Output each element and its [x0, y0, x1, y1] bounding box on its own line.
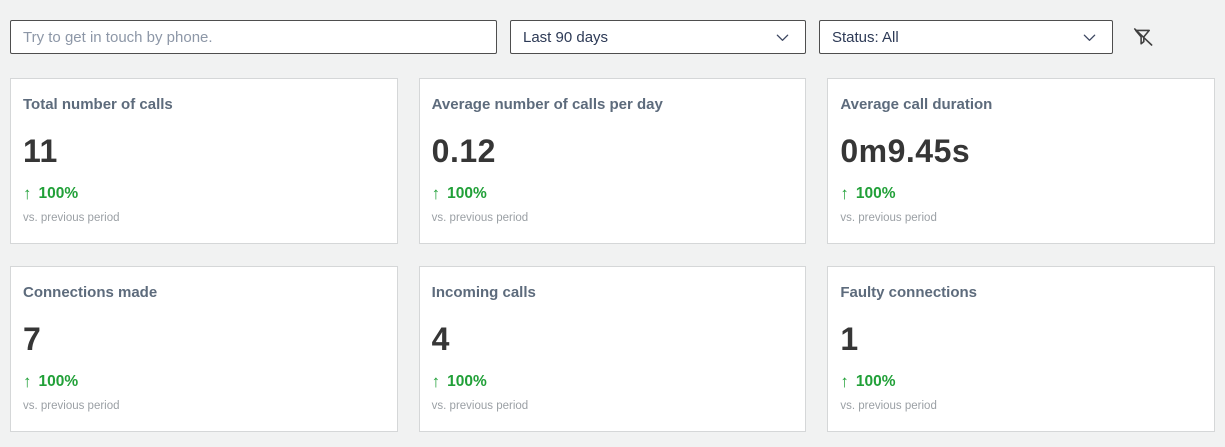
trend-percent: 100% [855, 185, 896, 202]
trend-percent: 100% [447, 373, 487, 390]
stat-card-title: Average call duration [840, 96, 993, 113]
stat-card-trend: ↑ 100% [840, 373, 1194, 391]
stat-card-caption: vs. previous period [840, 212, 937, 224]
stat-card-title: Total number of calls [23, 96, 173, 113]
stat-card-value: 1 [840, 321, 859, 357]
stats-grid: Total number of calls 11 ↑ 100% vs. prev… [0, 54, 1225, 432]
trend-up-arrow-icon: ↑ [23, 184, 32, 203]
stat-card-value: 4 [431, 321, 450, 357]
stat-card-trend: ↑ 100% [432, 185, 786, 203]
stat-card-connections-made: Connections made 7 ↑ 100% vs. previous p… [10, 266, 398, 432]
status-dropdown[interactable]: Status: All [819, 20, 1113, 54]
date-range-value: Last 90 days [523, 28, 609, 46]
search-input[interactable] [10, 20, 497, 54]
status-value: Status: All [832, 28, 899, 46]
stat-card-title: Faulty connections [840, 284, 978, 301]
stat-card-trend: ↑ 100% [23, 185, 377, 203]
stat-card-avg-calls-per-day: Average number of calls per day 0.12 ↑ 1… [418, 78, 807, 244]
trend-up-arrow-icon: ↑ [23, 372, 32, 391]
date-range-dropdown[interactable]: Last 90 days [510, 20, 806, 54]
chevron-down-icon [776, 34, 789, 41]
stat-card-trend: ↑ 100% [840, 185, 1194, 203]
stat-card-value: 7 [23, 321, 42, 357]
filter-bar: Last 90 days Status: All [0, 0, 1225, 54]
stat-card-title: Incoming calls [431, 284, 536, 301]
stat-card-caption: vs. previous period [431, 400, 529, 412]
trend-up-arrow-icon: ↑ [840, 372, 849, 391]
stat-card-incoming-calls: Incoming calls 4 ↑ 100% vs. previous per… [418, 266, 807, 432]
trend-up-arrow-icon: ↑ [840, 184, 849, 203]
stat-card-caption: vs. previous period [23, 212, 120, 224]
stat-card-trend: ↑ 100% [432, 373, 786, 391]
stat-card-faulty-connections: Faulty connections 1 ↑ 100% vs. previous… [827, 266, 1215, 432]
stat-card-title: Connections made [23, 284, 158, 301]
chevron-down-icon [1083, 34, 1096, 41]
stat-card-trend: ↑ 100% [23, 373, 377, 391]
stat-card-avg-call-duration: Average call duration 0m9.45s ↑ 100% vs.… [827, 78, 1215, 244]
trend-percent: 100% [855, 373, 896, 390]
trend-percent: 100% [38, 185, 79, 202]
trend-up-arrow-icon: ↑ [431, 372, 441, 391]
stat-card-value: 11 [23, 133, 58, 169]
stat-card-caption: vs. previous period [23, 400, 120, 412]
stat-card-value: 0.12 [431, 133, 496, 169]
trend-percent: 100% [38, 373, 79, 390]
filter-off-icon [1133, 27, 1153, 46]
stat-card-title: Average number of calls per day [431, 96, 663, 113]
stat-card-value: 0m9.45s [840, 133, 971, 169]
clear-filters-button[interactable] [1129, 20, 1158, 54]
stat-card-total-calls: Total number of calls 11 ↑ 100% vs. prev… [10, 78, 398, 244]
trend-up-arrow-icon: ↑ [431, 184, 441, 203]
trend-percent: 100% [447, 185, 487, 202]
stat-card-caption: vs. previous period [431, 212, 529, 224]
stat-card-caption: vs. previous period [840, 400, 937, 412]
